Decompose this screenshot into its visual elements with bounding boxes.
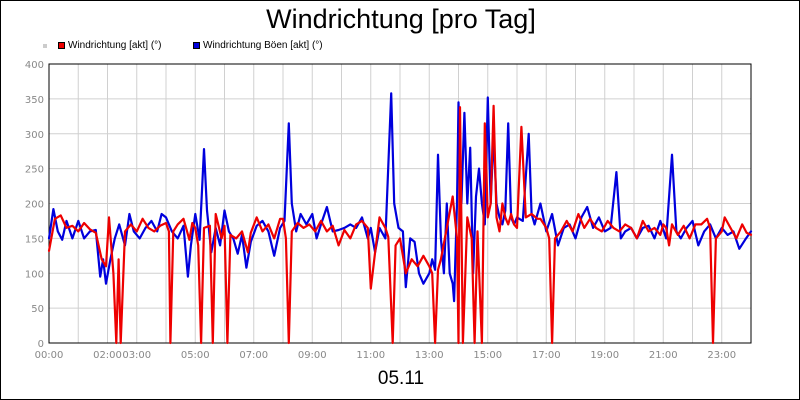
legend-label-gust-direction: Windrichtung Böen [akt] (°) bbox=[203, 40, 323, 51]
y-tick-label: 0 bbox=[38, 339, 44, 350]
legend-entry-wind-direction: Windrichtung [akt] (°) bbox=[58, 39, 161, 53]
x-tick-label: 00:00 bbox=[35, 350, 64, 361]
legend-entry-gust-direction: Windrichtung Böen [akt] (°) bbox=[193, 39, 323, 53]
x-tick-label: 23:00 bbox=[707, 350, 736, 361]
x-tick-label: 19:00 bbox=[590, 350, 619, 361]
x-tick-label: 17:00 bbox=[532, 350, 561, 361]
y-tick-label: 400 bbox=[25, 60, 44, 71]
y-tick-label: 150 bbox=[25, 234, 44, 245]
y-tick-label: 100 bbox=[25, 269, 44, 280]
chart-title: Windrichtung [pro Tag] bbox=[266, 4, 536, 34]
x-axis-date-label: 05.11 bbox=[377, 368, 425, 389]
x-tick-label: 07:00 bbox=[239, 350, 268, 361]
y-tick-label: 300 bbox=[25, 130, 44, 141]
y-tick-label: 250 bbox=[25, 165, 44, 176]
x-tick-label: 15:00 bbox=[473, 350, 502, 361]
x-tick-label: 09:00 bbox=[298, 350, 327, 361]
legend-label-wind-direction: Windrichtung [akt] (°) bbox=[68, 40, 162, 51]
y-tick-label: 350 bbox=[25, 95, 44, 106]
plot-border bbox=[48, 63, 752, 344]
y-tick-label: 200 bbox=[25, 200, 44, 211]
x-tick-label: 21:00 bbox=[649, 350, 678, 361]
x-tick-label: 05:00 bbox=[181, 350, 210, 361]
legend-swatch-gust-direction bbox=[193, 42, 200, 49]
y-tick-label: 50 bbox=[31, 304, 44, 315]
series-line-wind-direction bbox=[47, 104, 753, 345]
x-tick-label: 11:00 bbox=[356, 350, 385, 361]
x-tick-label: 02:00 bbox=[93, 350, 122, 361]
legend-swatch-wind-direction bbox=[58, 42, 65, 49]
legend-marker-dot bbox=[43, 44, 47, 48]
x-tick-label: 13:00 bbox=[415, 350, 444, 361]
x-tick-label: 03:00 bbox=[122, 350, 151, 361]
